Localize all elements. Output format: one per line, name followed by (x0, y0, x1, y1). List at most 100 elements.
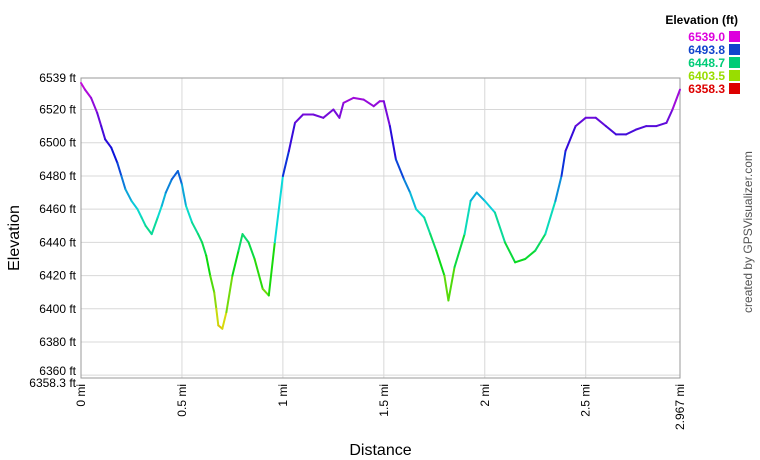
credit-text: created by GPSVisualizer.com (741, 151, 755, 313)
profile-segment (241, 233, 250, 244)
legend-swatch (729, 57, 740, 68)
y-tick-label: 6500 ft (39, 136, 76, 150)
profile-segment (574, 116, 587, 128)
profile-segment (104, 138, 113, 149)
legend-swatch (729, 44, 740, 55)
y-axis-title: Elevation (6, 205, 23, 271)
x-tick-label: 2 mi (478, 384, 492, 407)
profile-segment (124, 188, 133, 202)
profile-segment (164, 178, 173, 194)
profile-segment (170, 170, 179, 181)
profile-segment (534, 233, 547, 252)
x-axis-ticks: 0 mi 0.5 mi 1 mi 1.5 mi 2 mi 2.5 mi 2.967 mi (74, 384, 687, 430)
profile-segment (100, 125, 107, 141)
profile-segment (130, 199, 139, 211)
legend-swatch (729, 70, 740, 81)
profile-segment (96, 111, 103, 128)
profile-segment (273, 175, 284, 244)
profile-segment (312, 113, 325, 119)
profile-segment (197, 233, 204, 244)
profile-segment (213, 291, 218, 310)
profile-segment (120, 175, 127, 191)
profile-segment (191, 221, 200, 236)
profile-segment (281, 150, 290, 177)
legend: Elevation (ft) 6539.06493.86448.76403.56… (665, 13, 740, 96)
y-tick-label: 6420 ft (39, 269, 76, 283)
profile-segment (483, 199, 496, 214)
grid-lines (80, 77, 681, 379)
profile-segment (429, 233, 438, 252)
profile-segment (388, 125, 397, 161)
profile-segment (665, 108, 674, 124)
legend-value: 6539.0 (688, 30, 725, 44)
x-tick-label: 0.5 mi (175, 384, 189, 417)
profile-segment (514, 258, 527, 264)
profile-segment (423, 216, 432, 236)
profile-segment (671, 88, 681, 111)
profile-segment (504, 241, 517, 264)
profile-segment (625, 128, 638, 136)
x-tick-label: 1 mi (276, 384, 290, 407)
profile-segment (564, 125, 577, 152)
y-tick-label: 6460 ft (39, 202, 76, 216)
profile-segment (136, 208, 143, 219)
x-tick-label: 1.5 mi (377, 384, 391, 417)
profile-segment (342, 96, 355, 104)
x-tick-label: 2.5 mi (579, 384, 593, 417)
profile-segment (409, 191, 418, 211)
profile-segment (635, 125, 648, 131)
profile-segment (80, 82, 86, 91)
y-tick-label: 6539 ft (39, 71, 76, 85)
profile-segment (287, 121, 296, 152)
profile-segment (110, 146, 119, 164)
y-tick-label: 6520 ft (39, 103, 76, 117)
profile-segment (231, 249, 240, 277)
profile-segment (322, 108, 335, 119)
legend-value: 6358.3 (688, 82, 725, 96)
profile-segment (221, 311, 228, 330)
profile-segment (394, 158, 405, 181)
profile-segment (560, 150, 567, 177)
profile-segment (201, 241, 208, 257)
profile-segment (205, 254, 212, 277)
profile-segment (447, 266, 456, 302)
y-tick-label: 6440 ft (39, 235, 76, 249)
profile-segment (382, 100, 391, 128)
profile-segment (463, 199, 472, 236)
profile-segment (338, 101, 345, 119)
profile-segment (225, 274, 234, 314)
profile-segment (655, 121, 668, 128)
profile-segment (435, 249, 446, 277)
profile-segment (261, 287, 270, 297)
profile-segment (156, 204, 163, 219)
y-tick-label: 6400 ft (39, 302, 76, 316)
y-tick-label: 6480 ft (39, 169, 76, 183)
profile-segment (84, 88, 93, 99)
profile-segment (160, 191, 167, 207)
legend-swatch (729, 83, 740, 94)
profile-segment (209, 274, 216, 294)
profile-segment (469, 191, 478, 202)
profile-segment (253, 258, 264, 290)
profile-segment (144, 224, 153, 236)
profile-segment (453, 233, 466, 269)
legend-value: 6448.7 (688, 56, 725, 70)
profile-segment (332, 108, 341, 119)
elevation-profile (80, 82, 681, 330)
y-tick-label: 6360 ft (39, 364, 76, 378)
profile-segment (352, 96, 365, 101)
profile-segment (493, 211, 506, 244)
profile-segment (185, 204, 193, 224)
profile-segment (372, 100, 381, 108)
profile-segment (554, 175, 563, 202)
legend-value: 6493.8 (688, 43, 725, 57)
profile-segment (594, 116, 607, 128)
legend-title: Elevation (ft) (665, 13, 738, 27)
profile-segment (415, 208, 426, 219)
profile-segment (544, 199, 557, 236)
profile-segment (90, 96, 99, 114)
y-tick-label: 6380 ft (39, 335, 76, 349)
legend-value: 6403.5 (688, 69, 725, 83)
